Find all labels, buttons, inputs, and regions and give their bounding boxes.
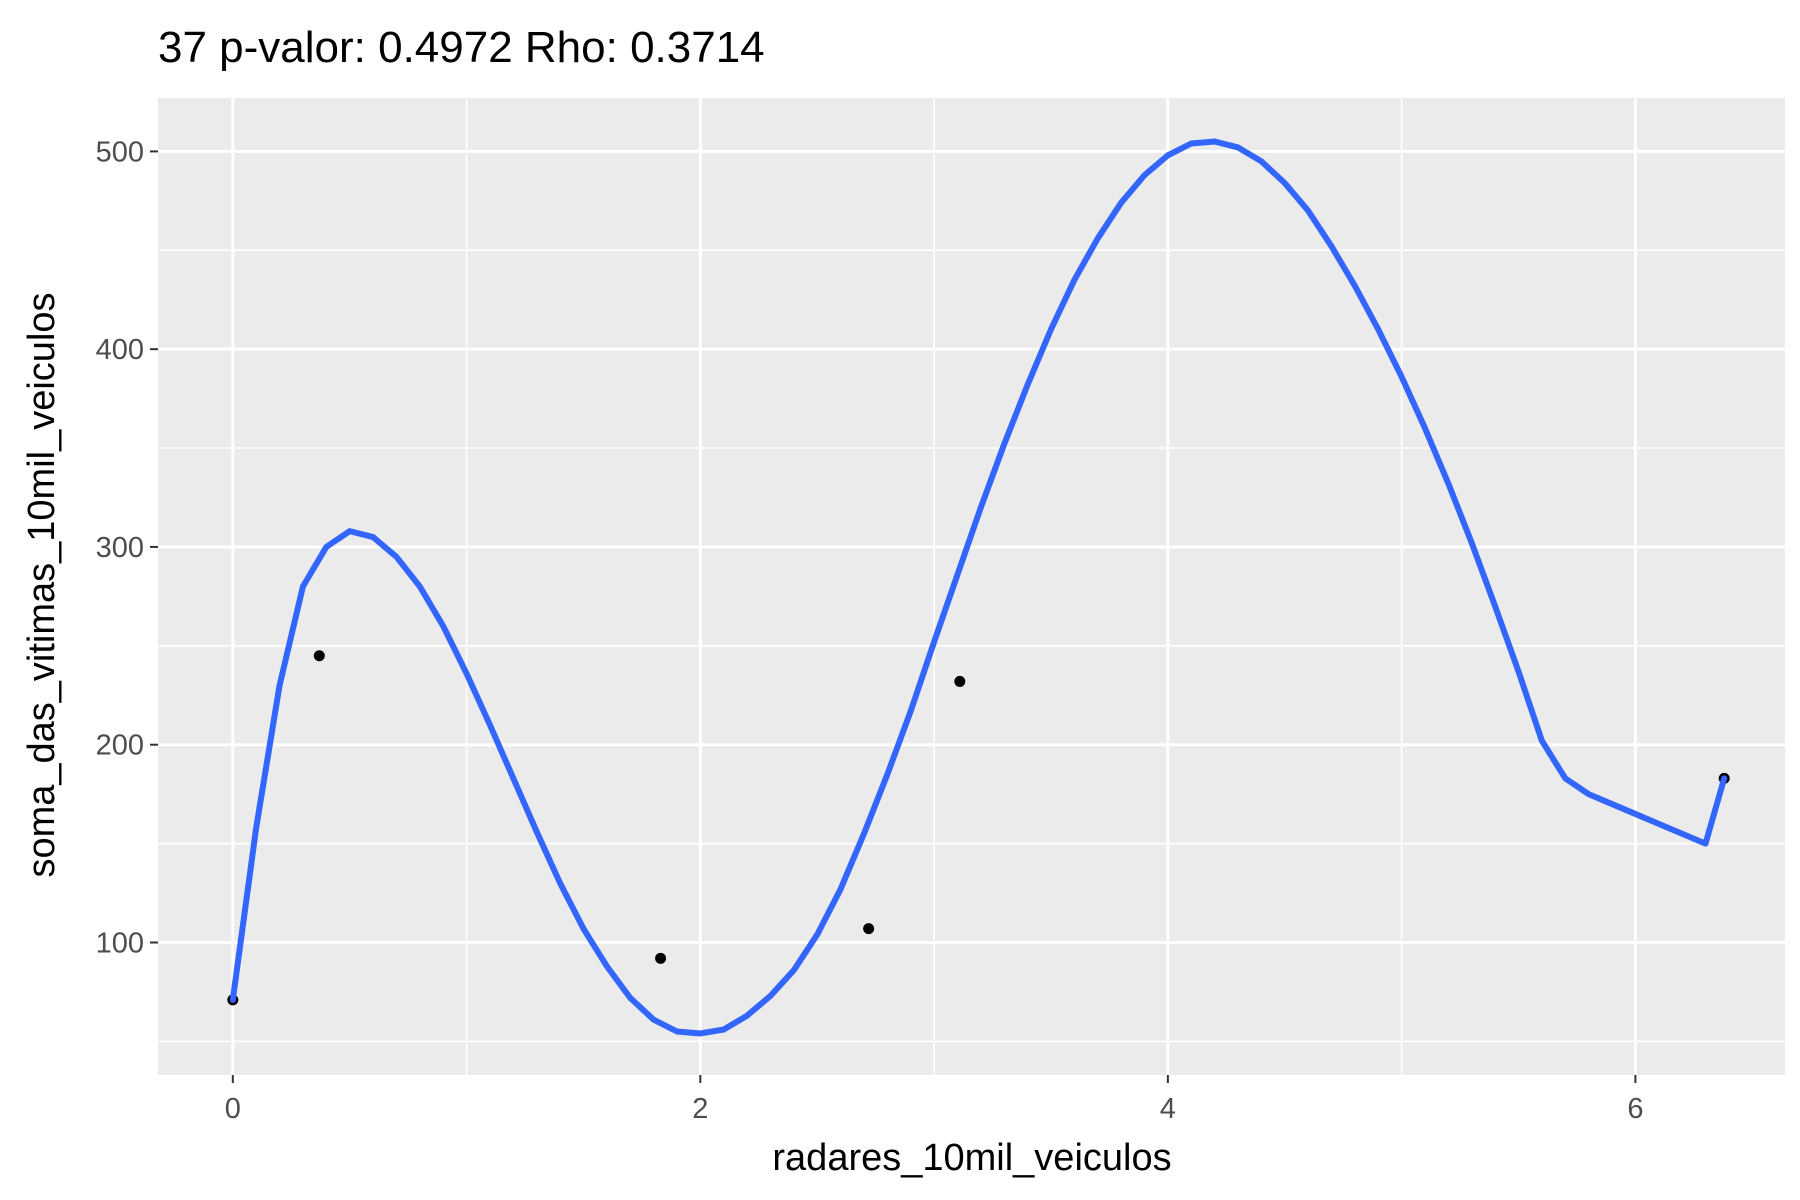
data-point <box>313 650 325 662</box>
x-tick-label: 0 <box>225 1093 241 1125</box>
data-point <box>655 952 667 964</box>
panel-background <box>158 98 1785 1075</box>
y-tick-label: 400 <box>96 334 144 366</box>
chart-title: 37 p-valor: 0.4972 Rho: 0.3714 <box>158 23 765 72</box>
y-tick-label: 100 <box>96 927 144 959</box>
y-axis-title: soma_das_vitimas_10mil_veiculos <box>21 292 63 877</box>
x-tick-label: 4 <box>1160 1093 1176 1125</box>
y-tick-label: 200 <box>96 730 144 762</box>
plot-panel <box>158 98 1785 1075</box>
x-axis-title: radares_10mil_veiculos <box>772 1137 1171 1179</box>
data-point <box>863 923 875 935</box>
y-tick-label: 300 <box>96 532 144 564</box>
x-tick-label: 6 <box>1627 1093 1643 1125</box>
y-tick-label: 500 <box>96 136 144 168</box>
x-tick-label: 2 <box>692 1093 708 1125</box>
x-axis: 0 2 4 6 <box>225 1075 1643 1125</box>
smooth-fit-line <box>229 138 1728 1037</box>
data-point <box>954 675 966 687</box>
y-axis: 100 200 300 400 500 <box>96 136 158 959</box>
